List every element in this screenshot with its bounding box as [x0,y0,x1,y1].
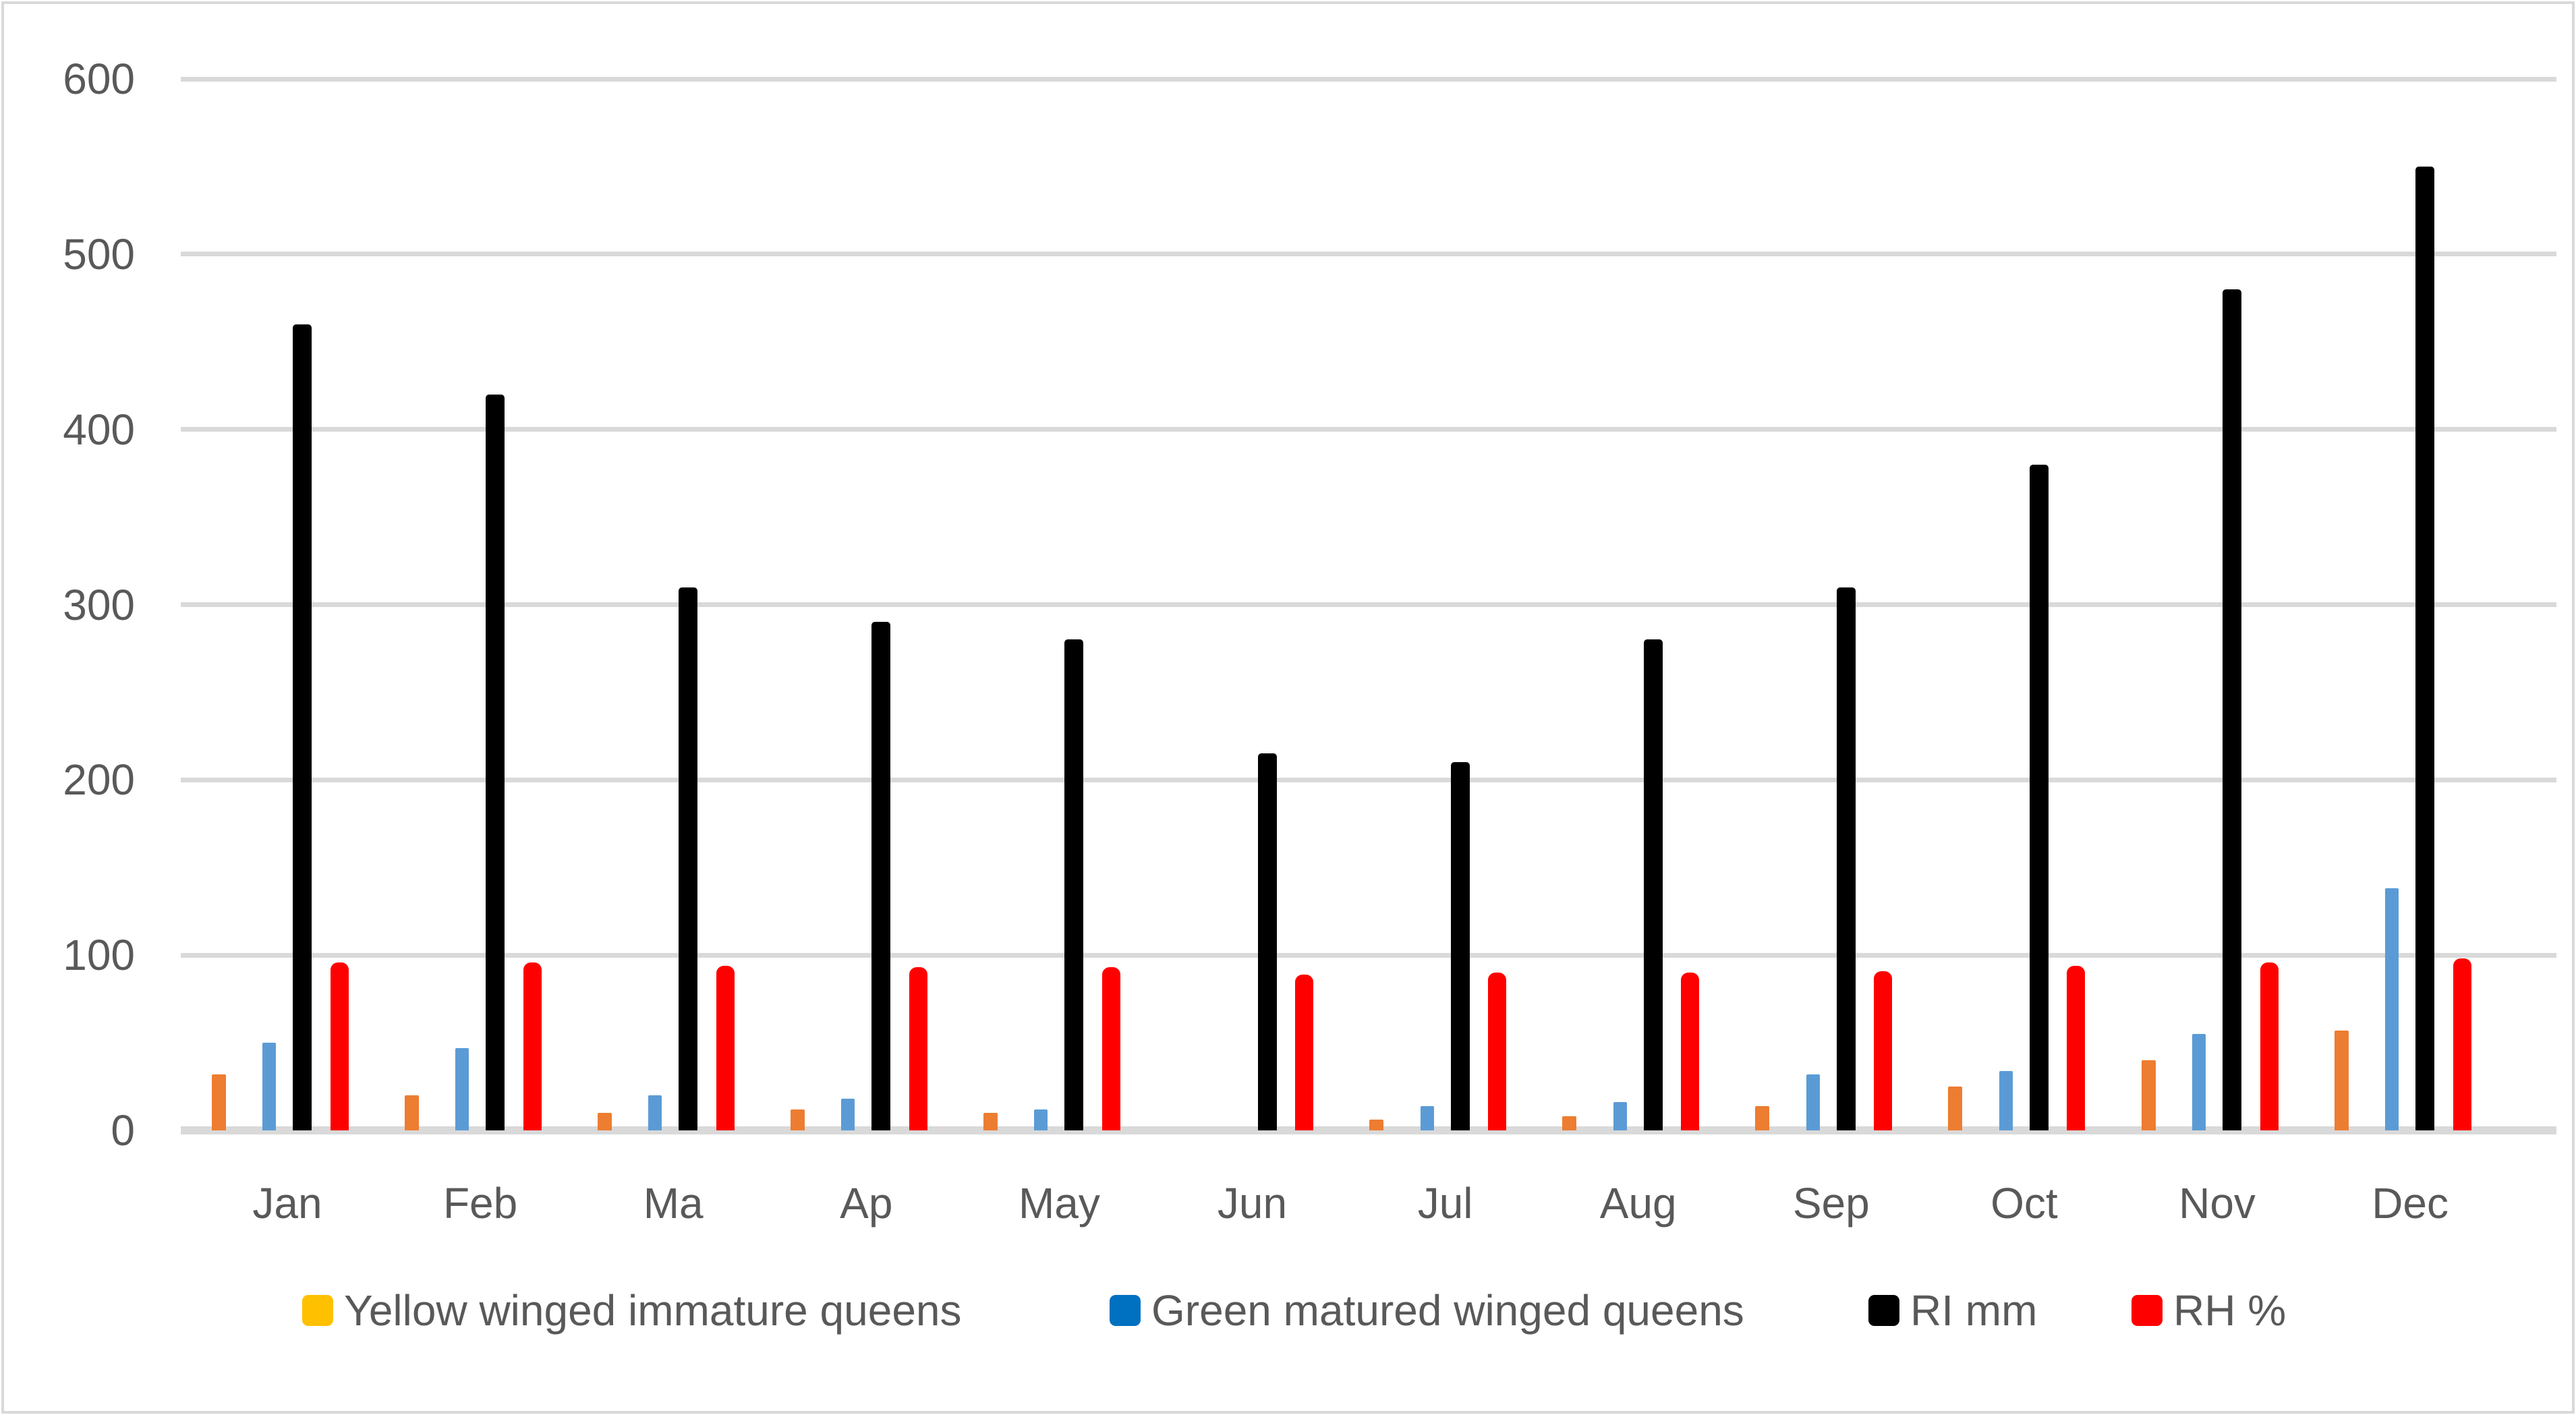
bar-green-matured-winged-queens-sep [1806,1074,1820,1130]
bar-ri-mm-sep [1836,587,1856,1130]
bar-green-matured-winged-queens-dec [2385,888,2399,1130]
bar-green-matured-winged-queens-ap [841,1099,855,1130]
legend-swatch-green-matured-winged-queens [1110,1295,1141,1326]
bar-yellow-winged-immature-queens-ap [790,1109,805,1130]
bar-green-matured-winged-queens-may [1034,1109,1048,1130]
bar-green-matured-winged-queens-oct [1999,1070,2013,1130]
bar-ri-mm-ma [679,587,698,1130]
bar-ri-mm-may [1064,639,1084,1130]
bar-yellow-winged-immature-queens-nov [2141,1060,2156,1130]
x-axis-label-jan: Jan [252,1179,322,1228]
legend-swatch-ri-mm [1868,1295,1899,1326]
bar-ri-mm-jul [1450,762,1470,1130]
x-axis-label-jun: Jun [1217,1179,1288,1228]
x-axis-label-oct: Oct [1991,1179,2058,1228]
bar-rh-pct-jul [1488,973,1507,1130]
x-axis-label-aug: Aug [1599,1179,1677,1228]
bar-yellow-winged-immature-queens-jul [1369,1120,1384,1130]
gridline-100 [181,952,2556,958]
bar-rh-pct-nov [2260,962,2279,1130]
gridline-500 [181,252,2556,257]
gridline-300 [181,602,2556,607]
bar-rh-pct-aug [1681,973,1700,1130]
bar-rh-pct-feb [523,962,542,1130]
bar-yellow-winged-immature-queens-aug [1562,1116,1577,1130]
bar-ri-mm-oct [2029,464,2049,1130]
y-axis-tick-label-500: 500 [63,229,135,279]
bar-green-matured-winged-queens-jul [1420,1105,1434,1130]
y-axis-tick-label-0: 0 [111,1106,135,1155]
legend-swatch-yellow-winged-immature-queens [302,1295,333,1326]
bar-rh-pct-may [1101,967,1120,1130]
y-axis-tick-label-400: 400 [63,405,135,454]
bar-green-matured-winged-queens-jan [262,1043,276,1130]
bar-yellow-winged-immature-queens-jan [211,1074,226,1130]
bar-green-matured-winged-queens-ma [648,1095,662,1130]
bar-green-matured-winged-queens-feb [455,1047,469,1130]
bar-green-matured-winged-queens-aug [1613,1102,1627,1130]
y-axis-tick-label-200: 200 [63,755,135,805]
x-axis-label-ap: Ap [840,1179,893,1228]
bar-yellow-winged-immature-queens-sep [1755,1105,1770,1130]
bar-yellow-winged-immature-queens-ma [597,1113,612,1130]
x-axis-label-jul: Jul [1417,1179,1473,1228]
legend-label-rh-pct: RH % [2173,1286,2287,1335]
bar-rh-pct-ma [716,965,735,1130]
bar-yellow-winged-immature-queens-feb [404,1095,419,1130]
gridline-400 [181,427,2556,432]
x-axis-label-dec: Dec [2372,1179,2449,1228]
bar-ri-mm-feb [486,394,505,1130]
x-axis-label-feb: Feb [442,1179,518,1228]
bar-ri-mm-aug [1643,639,1663,1130]
y-axis-tick-label-300: 300 [63,580,135,629]
x-axis-label-sep: Sep [1792,1179,1870,1228]
x-axis-label-ma: Ma [643,1179,704,1228]
legend-label-ri-mm: RI mm [1910,1286,2038,1335]
bar-ri-mm-jan [293,324,312,1130]
legend-label-yellow-winged-immature-queens: Yellow winged immature queens [344,1286,962,1335]
bar-green-matured-winged-queens-nov [2192,1034,2206,1130]
x-axis-label-may: May [1018,1179,1100,1228]
bar-ri-mm-dec [2415,166,2435,1130]
bar-ri-mm-jun [1257,753,1277,1130]
bar-ri-mm-nov [2223,289,2241,1130]
y-axis-tick-label-100: 100 [63,931,135,980]
gridline-200 [181,777,2556,782]
gridline-600 [181,76,2556,82]
bar-rh-pct-oct [2067,965,2086,1130]
bar-ri-mm-ap [871,622,891,1130]
bar-rh-pct-jun [1295,974,1313,1130]
bar-rh-pct-sep [1874,971,1893,1130]
bar-yellow-winged-immature-queens-dec [2334,1030,2349,1130]
bar-rh-pct-dec [2453,958,2471,1130]
legend-label-green-matured-winged-queens: Green matured winged queens [1151,1286,1744,1335]
x-axis-line [181,1126,2556,1134]
legend-swatch-rh-pct [2131,1295,2163,1326]
bar-rh-pct-ap [909,967,927,1130]
x-axis-label-nov: Nov [2179,1179,2256,1228]
bar-yellow-winged-immature-queens-may [983,1113,998,1130]
y-axis-tick-label-600: 600 [63,55,135,103]
bar-rh-pct-jan [330,962,349,1130]
bar-yellow-winged-immature-queens-oct [1948,1087,1963,1130]
